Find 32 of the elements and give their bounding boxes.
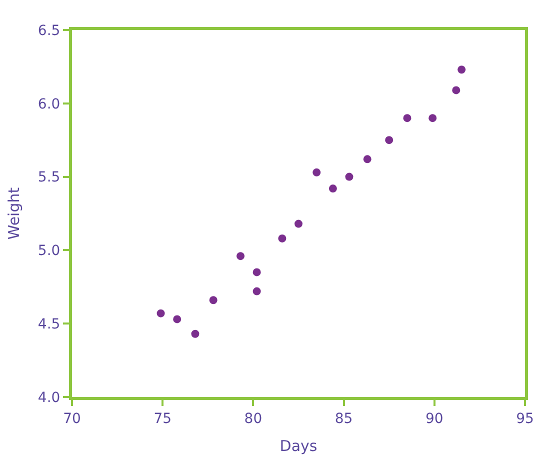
point: [278, 234, 286, 242]
x-axis-title: Days: [280, 436, 318, 455]
point: [385, 136, 394, 144]
point: [312, 168, 321, 176]
x-tick-label: 90: [425, 410, 444, 427]
point: [173, 315, 182, 324]
point: [363, 155, 372, 164]
y-tick-label: 6.0: [38, 96, 60, 112]
point: [209, 296, 218, 304]
x-tick-label: 95: [516, 410, 534, 427]
point: [252, 287, 261, 296]
x-tick-label: 70: [63, 410, 81, 427]
x-tick-label: 80: [244, 410, 262, 427]
point: [428, 114, 437, 122]
y-tick-label: 4.5: [38, 316, 60, 332]
y-tick-label: 6.5: [38, 22, 60, 39]
point: [345, 172, 354, 181]
point: [191, 330, 200, 338]
point: [156, 309, 165, 318]
point: [458, 66, 466, 74]
point: [236, 252, 245, 260]
point: [294, 220, 302, 228]
y-tick-label: 5.0: [38, 243, 60, 260]
y-tick-label: 4.0: [38, 390, 60, 406]
point: [403, 114, 412, 122]
x-tick-label: 75: [154, 410, 172, 427]
x-tick-label: 85: [334, 410, 353, 427]
point: [252, 268, 261, 276]
y-axis-title: Weight: [5, 187, 24, 240]
point: [328, 184, 337, 193]
y-tick-label: 5.5: [38, 170, 60, 186]
point: [452, 86, 460, 94]
